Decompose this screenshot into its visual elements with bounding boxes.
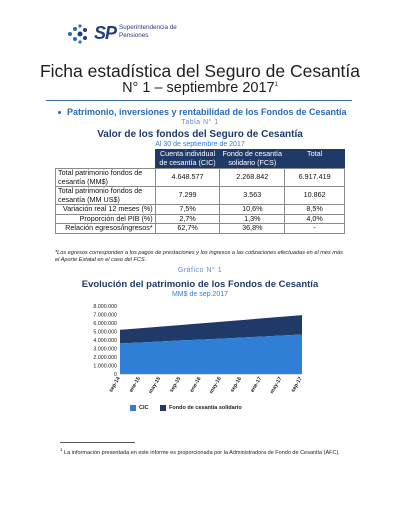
subtitle-text: N° 1 – septiembre 2017 xyxy=(122,80,275,96)
table-row: Total patrimonio fondos de cesantía (MM … xyxy=(55,186,345,205)
subtitle-footnote-ref: 1 xyxy=(274,82,278,89)
logo: SP Superintendencia de Pensiones xyxy=(64,18,184,52)
footnote-text: La información presentada en este inform… xyxy=(64,449,340,456)
y-tick-label: 1.000.000 xyxy=(93,364,117,370)
y-tick-label: 8.000.000 xyxy=(93,304,117,310)
funds-table: Cuenta individual de cesantía (CIC) Fond… xyxy=(55,149,345,234)
section-heading: Patrimonio, inversiones y rentabilidad d… xyxy=(58,107,347,117)
x-tick-label: ene-16 xyxy=(189,376,203,394)
page-subtitle: N° 1 – septiembre 20171 xyxy=(0,80,400,96)
y-tick-label: 7.000.000 xyxy=(93,313,117,319)
x-tick-label: may-17 xyxy=(269,376,283,395)
patrimonio-area-chart: 0 1.000.000 2.000.000 3.000.000 4.000.000 5.0… xyxy=(93,304,304,395)
legend-item-fcs: Fondo de cesantía solidario xyxy=(160,405,242,411)
table-header-cic: Cuenta individual de cesantía (CIC) xyxy=(155,149,220,169)
footnote-divider xyxy=(60,442,135,443)
chart-title: Evolución del patrimonio de los Fondos d… xyxy=(81,279,319,290)
cell-cic: 62,7% xyxy=(154,223,221,234)
x-tick-label: ene-15 xyxy=(128,376,142,394)
logo-line1: Superintendencia de xyxy=(119,24,177,31)
cell-fcs: 36,8% xyxy=(219,223,286,234)
x-tick-label: may-15 xyxy=(148,376,162,395)
table-label: Tabla N° 1 xyxy=(181,119,219,126)
section-heading-text: Patrimonio, inversiones y rentabilidad d… xyxy=(67,107,347,117)
table-row: Proporción del PIB (%) 2,7% 1,3% 4,0% xyxy=(55,213,345,224)
legend-label-cic: CIC xyxy=(139,405,149,412)
cell-total: - xyxy=(284,223,345,234)
x-tick-label: sep-15 xyxy=(169,376,183,394)
table-header-row: Cuenta individual de cesantía (CIC) Fond… xyxy=(55,149,345,169)
cell-cic: 4.648.577 xyxy=(154,168,221,187)
header-divider xyxy=(46,100,352,101)
row-label: Variación real 12 meses (%) xyxy=(55,204,156,215)
table-note: *Los egresos corresponden a los pagos de… xyxy=(55,250,343,264)
x-tick-label: ene-17 xyxy=(250,376,264,394)
cell-cic: 7.299 xyxy=(154,186,221,205)
logo-abbr: SP xyxy=(94,23,117,43)
table-row: Relación egresos/ingresos* 62,7% 36,8% - xyxy=(55,223,345,234)
logo-icon xyxy=(68,24,87,44)
chart-label: Gráfico N° 1 xyxy=(177,267,223,274)
y-tick-label: 4.000.000 xyxy=(93,338,117,344)
cell-fcs: 10,6% xyxy=(219,204,286,215)
y-tick-label: 5.000.000 xyxy=(93,330,117,336)
table-header-fcs: Fondo de cesantía solidario (FCS) xyxy=(219,149,285,169)
logo-text: Superintendencia de Pensiones xyxy=(119,24,177,39)
logo-line2: Pensiones xyxy=(119,31,149,39)
x-tick-label: sep-16 xyxy=(229,376,243,394)
legend-swatch-cic xyxy=(130,405,136,411)
table-row: Total patrimonio fondos de cesantía (MM$… xyxy=(55,168,345,187)
page-title: Ficha estadística del Seguro de Cesantía xyxy=(39,61,361,81)
table-subtitle: Al 30 de septiembre de 2017 xyxy=(155,141,245,148)
series-area-cic xyxy=(120,334,302,374)
legend-item-cic: CIC xyxy=(130,405,148,411)
legend-swatch-fcs xyxy=(160,405,167,411)
row-label: Relación egresos/ingresos* xyxy=(55,223,156,234)
cell-fcs: 2.268.842 xyxy=(219,168,286,187)
series-area-fcs xyxy=(120,315,302,344)
y-tick-label: 6.000.000 xyxy=(93,321,117,327)
cell-fcs: 3.563 xyxy=(219,186,286,205)
table-header-empty xyxy=(55,149,156,169)
table-header-total: Total xyxy=(284,149,345,169)
cell-total: 6.917.419 xyxy=(284,168,345,187)
table-row: Variación real 12 meses (%) 7,5% 10,6% 8… xyxy=(55,204,345,215)
y-tick-label: 3.000.000 xyxy=(93,347,117,353)
cell-total: 8,5% xyxy=(284,204,345,215)
chart-subtitle: MM$ de sep.2017 xyxy=(171,291,229,298)
bullet-icon xyxy=(58,111,61,115)
footnote: 1 La información presentada en este info… xyxy=(60,446,342,457)
chart-legend: CIC Fondo de cesantía solidario xyxy=(130,405,252,411)
x-tick-label: sep-17 xyxy=(290,376,304,394)
row-label: Total patrimonio fondos de cesantía (MM$… xyxy=(55,168,156,187)
y-tick-label: 0 xyxy=(114,372,117,378)
x-tick-label: sep-14 xyxy=(108,376,122,394)
legend-label-fcs: Fondo de cesantía solidario xyxy=(169,405,242,412)
y-tick-label: 2.000.000 xyxy=(93,355,117,361)
footnote-number: 1 xyxy=(60,447,63,452)
table-title: Valor de los fondos del Seguro de Cesant… xyxy=(97,129,303,140)
cell-total: 10.862 xyxy=(284,186,345,205)
x-tick-label: may-16 xyxy=(209,376,223,395)
row-label: Total patrimonio fondos de cesantía (MM … xyxy=(55,186,156,205)
cell-cic: 7,5% xyxy=(154,204,221,215)
